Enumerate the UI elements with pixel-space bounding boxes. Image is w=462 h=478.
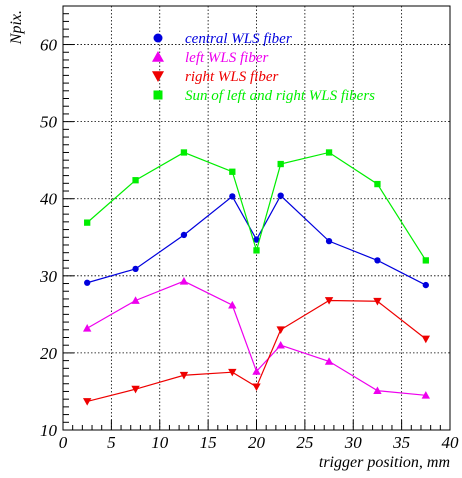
series-2	[82, 277, 431, 399]
data-point	[421, 391, 431, 399]
x-tick-label: 20	[248, 433, 266, 452]
legend-item: central WLS fiber	[153, 31, 292, 47]
x-tick-label: 0	[59, 433, 68, 452]
data-point	[253, 247, 260, 254]
x-tick-label: 10	[151, 433, 169, 452]
x-tick-label: 40	[442, 433, 460, 452]
data-point	[131, 385, 140, 394]
data-point	[180, 149, 188, 156]
data-point	[422, 281, 429, 289]
x-tick-label: 15	[200, 433, 217, 452]
x-tick-label: 25	[296, 433, 313, 452]
data-point	[228, 368, 237, 377]
data-point	[276, 341, 285, 349]
x-axis-title: trigger position, mm	[319, 454, 450, 471]
data-point	[421, 335, 431, 344]
data-point	[82, 324, 92, 332]
data-point	[131, 296, 140, 304]
data-point	[229, 193, 236, 200]
data-point	[324, 297, 334, 305]
data-point	[373, 297, 382, 306]
y-axis-title: Npix.	[8, 10, 25, 45]
data-point	[132, 265, 139, 273]
data-point	[252, 383, 261, 392]
legend-label: Sun of left and right WLS fibers	[185, 88, 375, 104]
legend-item: Sun of left and right WLS fibers	[153, 88, 375, 104]
legend-item: right WLS fiber	[152, 69, 279, 85]
data-point	[325, 237, 333, 245]
data-point	[82, 398, 92, 406]
legend-marker	[152, 71, 164, 82]
legend-label: left WLS fiber	[185, 50, 268, 66]
data-point	[252, 367, 261, 375]
axis-ticks: 0 5 10 15 20 25 30 35 40 10 20 30 40 50 60	[39, 5, 460, 452]
data-point	[84, 279, 91, 286]
data-point	[422, 257, 429, 264]
data-point	[325, 149, 333, 156]
legend-marker	[152, 51, 164, 62]
y-tick-label: 60	[40, 36, 58, 55]
series-3	[82, 297, 431, 406]
x-tick-label: 35	[392, 433, 410, 452]
data-point	[374, 257, 381, 264]
data-point	[276, 326, 285, 334]
data-point	[229, 168, 236, 175]
series-4	[84, 149, 429, 264]
data-point	[179, 371, 189, 380]
data-point	[132, 177, 139, 184]
data-point	[324, 357, 334, 365]
data-point	[84, 219, 91, 226]
data-point	[179, 277, 189, 285]
y-tick-label: 20	[40, 344, 58, 363]
legend-label: central WLS fiber	[185, 31, 292, 47]
series-1	[84, 192, 429, 289]
x-tick-label: 30	[344, 433, 363, 452]
data-point	[373, 386, 382, 395]
legend: central WLS fiber left WLS fiber right WLS…	[152, 31, 375, 104]
data-point	[228, 300, 237, 309]
y-tick-label: 10	[40, 421, 58, 440]
data-point	[180, 231, 188, 239]
x-tick-label: 5	[107, 433, 116, 452]
legend-marker	[153, 90, 163, 100]
data-point	[374, 180, 381, 188]
series-layer	[82, 149, 431, 406]
data-point	[277, 160, 284, 168]
legend-label: right WLS fiber	[185, 69, 279, 85]
legend-marker	[153, 33, 163, 43]
data-point	[253, 236, 260, 243]
legend-item: left WLS fiber	[152, 50, 268, 66]
y-tick-label: 50	[40, 113, 58, 132]
y-tick-label: 30	[39, 267, 58, 286]
y-tick-label: 40	[40, 190, 58, 209]
data-point	[277, 192, 284, 199]
